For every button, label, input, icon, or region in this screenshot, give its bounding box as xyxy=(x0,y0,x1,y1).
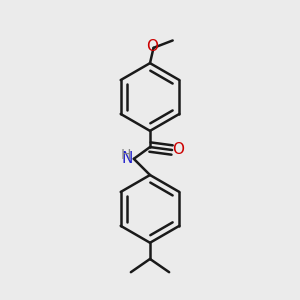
Text: H: H xyxy=(120,148,131,162)
Text: O: O xyxy=(172,142,184,158)
Text: O: O xyxy=(146,39,158,54)
Text: N: N xyxy=(121,151,133,166)
